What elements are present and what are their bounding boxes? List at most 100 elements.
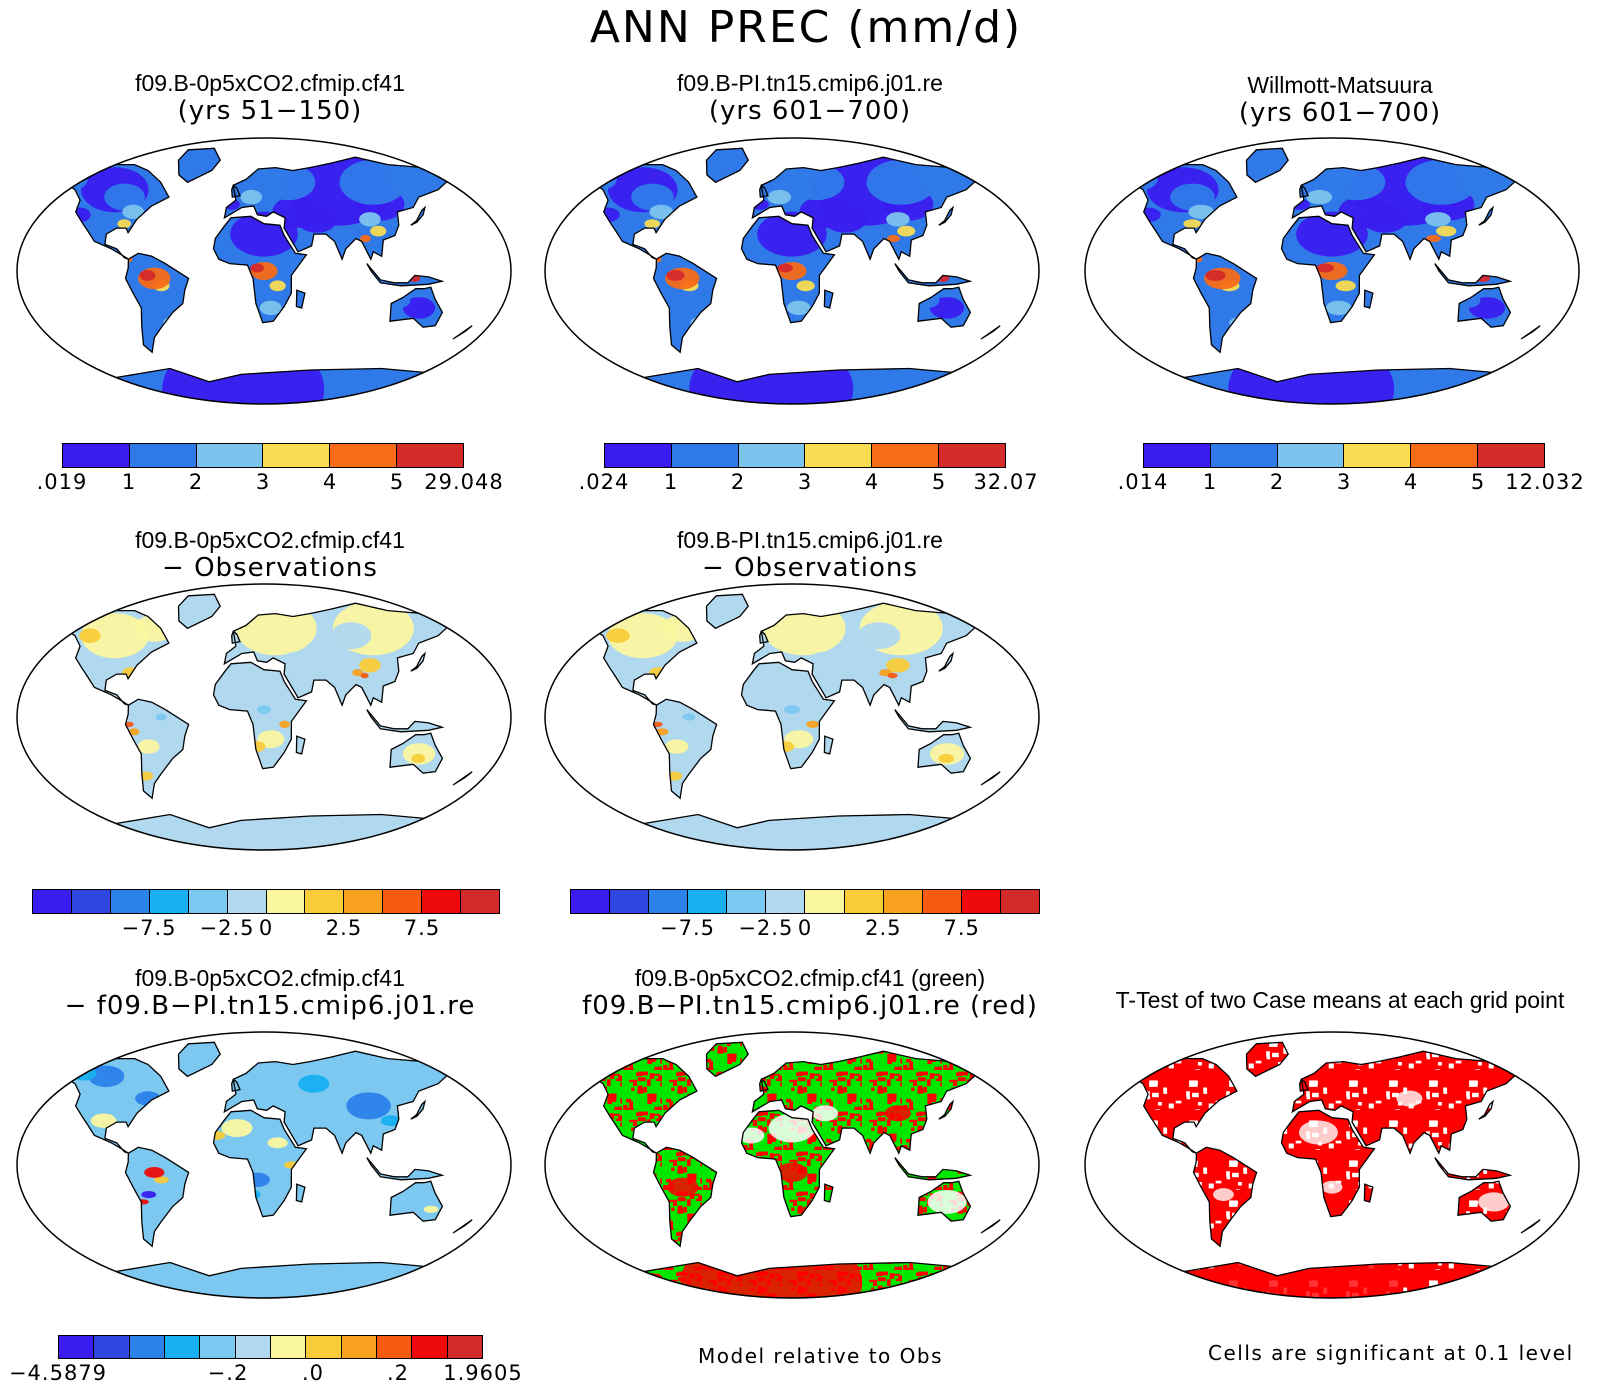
colorbar-swatch (71, 890, 111, 913)
colorbar-swatch (397, 444, 463, 467)
colorbar-tick-label: 4 (1403, 470, 1419, 494)
colorbar-tick-label: .014 (1117, 470, 1169, 494)
colorbar-swatch (164, 1336, 201, 1358)
colorbar-swatch (129, 1336, 165, 1358)
colorbar-swatch (129, 444, 197, 467)
colorbar-swatch (266, 890, 306, 913)
panel-3-title: Willmott-Matsuura (yrs 601−700) (1170, 72, 1510, 128)
colorbar-swatch (766, 890, 806, 913)
colorbar-swatch (196, 444, 264, 467)
colorbar-swatch (200, 1336, 236, 1358)
colorbar-swatch (341, 1336, 377, 1358)
map-panel-7 (544, 1031, 1040, 1299)
panel-1-title-line1: f09.B-0p5xCO2.cfmip.cf41 (135, 70, 405, 96)
colorbar-tick-label: 1 (663, 470, 679, 494)
colorbar-tick-label: 1.9605 (443, 1361, 523, 1385)
colorbar-swatch (610, 890, 650, 913)
colorbar-tick-label: 3 (797, 470, 813, 494)
colorbar-tick-label: −7.5 (121, 916, 177, 940)
map-panel-5 (544, 583, 1040, 851)
colorbar-swatch (110, 890, 150, 913)
colorbar-swatch (961, 890, 1001, 913)
colorbar-swatch (688, 890, 728, 913)
colorbar-tick-label: 7.5 (943, 916, 980, 940)
colorbar-tick-label: −.2 (207, 1361, 249, 1385)
colorbar-swatch (188, 890, 228, 913)
colorbar-swatch (649, 890, 689, 913)
colorbar-swatch (844, 890, 884, 913)
colorbar-swatch (922, 890, 962, 913)
panel-4-title: f09.B-0p5xCO2.cfmip.cf41 − Observations (100, 527, 440, 583)
panel-4-title-line2: − Observations (162, 553, 378, 583)
colorbar-swatch (270, 1336, 307, 1358)
colorbar-tick-label: 4 (864, 470, 880, 494)
colorbar-swatch (1411, 444, 1479, 467)
colorbar-swatch (383, 890, 423, 913)
colorbar-swatch (727, 890, 767, 913)
colorbar-swatch (330, 444, 398, 467)
colorbar-tick-label: 3 (1336, 470, 1352, 494)
colorbar-tick-label: 2.5 (865, 916, 902, 940)
colorbar-swatch (805, 444, 873, 467)
colorbar-swatch (305, 890, 345, 913)
panel-7-title: f09.B-0p5xCO2.cfmip.cf41 (green) f09.B−P… (560, 965, 1060, 1021)
colorbar-swatch (422, 890, 462, 913)
panel-6-title-line2: − f09.B−PI.tn15.cmip6.j01.re (64, 991, 476, 1021)
colorbar-tick-label: 2 (730, 470, 746, 494)
colorbar-tick-label: 32.07 (973, 470, 1039, 494)
colorbar-swatch (94, 1336, 130, 1358)
colorbar-swatch (1277, 444, 1345, 467)
colorbar-tick-label: 12.032 (1505, 470, 1585, 494)
colorbar-tick-label: .019 (36, 470, 88, 494)
panel-7-title-line1: f09.B-0p5xCO2.cfmip.cf41 (green) (634, 965, 986, 991)
panel-7-title-line2: f09.B−PI.tn15.cmip6.j01.re (red) (582, 991, 1038, 1021)
colorbar-panel-1 (62, 443, 464, 468)
panel-1-title: f09.B-0p5xCO2.cfmip.cf41 (yrs 51−150) (100, 70, 440, 126)
map-panel-8 (1084, 1031, 1580, 1299)
colorbar-swatch (263, 444, 331, 467)
colorbar-tick-label: 1 (1202, 470, 1218, 494)
colorbar-swatch (59, 1336, 95, 1358)
colorbar-tick-label: 0 (797, 916, 813, 940)
colorbar-swatch (1000, 890, 1039, 913)
panel-2-title-line2: (yrs 601−700) (708, 96, 912, 126)
colorbar-panel-2 (604, 443, 1006, 468)
colorbar-tick-label: 5 (1470, 470, 1486, 494)
colorbar-swatch (805, 890, 845, 913)
colorbar-swatch (235, 1336, 271, 1358)
panel-2-title-line1: f09.B-PI.tn15.cmip6.j01.re (677, 70, 943, 96)
colorbar-swatch (671, 444, 739, 467)
colorbar-panel-5 (570, 889, 1040, 914)
colorbar-tick-label: .0 (301, 1361, 325, 1385)
map-panel-2 (544, 137, 1040, 405)
colorbar-tick-label: −7.5 (660, 916, 715, 940)
colorbar-tick-label: 2 (188, 470, 204, 494)
colorbar-swatch (1478, 444, 1544, 467)
map-panel-3 (1084, 137, 1580, 405)
panel-3-title-line1: Willmott-Matsuura (1247, 72, 1433, 98)
colorbar-tick-label: 29.048 (424, 470, 504, 494)
colorbar-swatch (447, 1336, 482, 1358)
map-panel-1 (16, 137, 512, 405)
colorbar-tick-label: 7.5 (403, 916, 441, 940)
colorbar-swatch (738, 444, 806, 467)
colorbar-tick-label: .024 (578, 470, 630, 494)
panel-1-title-line2: (yrs 51−150) (177, 96, 363, 126)
figure-title: ANN PREC (mm/d) (589, 2, 1023, 53)
panel-8-title: T-Test of two Case means at each grid po… (1080, 987, 1600, 1013)
colorbar-tick-label: .2 (386, 1361, 410, 1385)
colorbar-panel-6 (58, 1335, 483, 1359)
colorbar-swatch (344, 890, 384, 913)
colorbar-swatch (1144, 444, 1211, 467)
colorbar-swatch (1344, 444, 1412, 467)
panel-3-title-line2: (yrs 601−700) (1238, 98, 1442, 128)
colorbar-tick-label: 4 (322, 470, 338, 494)
colorbar-tick-label: 2.5 (325, 916, 363, 940)
colorbar-swatch (33, 890, 72, 913)
map-panel-6 (16, 1031, 512, 1299)
colorbar-panel-4 (32, 889, 500, 914)
colorbar-tick-label: 3 (255, 470, 271, 494)
colorbar-tick-label: 0 (258, 916, 274, 940)
panel-5-title-line1: f09.B-PI.tn15.cmip6.j01.re (677, 527, 943, 553)
panel-6-title-line1: f09.B-0p5xCO2.cfmip.cf41 (135, 965, 405, 991)
